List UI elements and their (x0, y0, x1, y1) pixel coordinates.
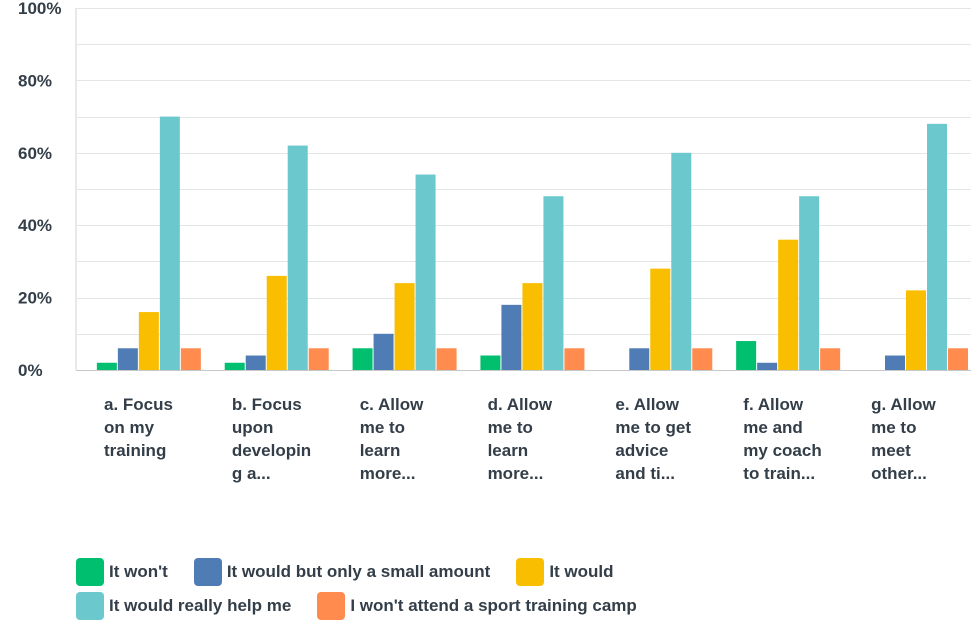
bar (564, 348, 585, 370)
x-tick-label: d. Allow me to learn more... (487, 395, 553, 483)
y-tick-label: 40% (18, 216, 52, 235)
bar (629, 348, 650, 370)
bar (948, 348, 968, 370)
bar (180, 348, 201, 370)
bar (799, 196, 820, 370)
bar (96, 362, 117, 370)
x-tick-label: a. Focus on my training (104, 395, 173, 460)
legend-row-2: It would really help me I won't attend a… (76, 589, 956, 623)
legend-item-small-amount: It would but only a small amount (193, 558, 491, 586)
bar (757, 362, 778, 370)
legend-swatch-wont (76, 558, 104, 586)
legend-label-wont-attend: I won't attend a sport training camp (350, 596, 637, 615)
x-tick-label: f. Allow me and my coach to train... (743, 395, 822, 483)
bar (906, 290, 926, 370)
x-tick-label: e. Allow me to get advice and ti... (615, 395, 691, 483)
bar (501, 304, 522, 370)
y-tick-label: 100% (18, 0, 61, 18)
bar (543, 196, 564, 370)
legend-item-really-help: It would really help me (76, 592, 291, 620)
legend-item-wont: It won't (76, 558, 168, 586)
bar (671, 152, 692, 370)
legend-label-small-amount: It would but only a small amount (226, 562, 491, 581)
bar (352, 348, 373, 370)
bar (245, 355, 266, 370)
gridlines (75, 8, 971, 371)
legend-label-would: It would (549, 562, 614, 581)
y-tick-label: 60% (18, 144, 52, 163)
y-tick-label: 0% (18, 361, 43, 380)
bar (692, 348, 713, 370)
legend-swatch-small-amount (193, 558, 222, 586)
x-tick-label: c. Allow me to learn more... (359, 395, 424, 483)
y-tick-label: 20% (18, 289, 52, 308)
legend-label-really-help: It would really help me (109, 596, 292, 615)
bar (885, 355, 905, 370)
legend: It won't It would but only a small amoun… (76, 555, 956, 623)
bar (138, 312, 159, 370)
bar-chart: 0% 20% 40% 60% 80% 100% (18, 0, 971, 380)
bar (373, 333, 394, 370)
bar (927, 123, 947, 370)
legend-item-would: It would (516, 558, 614, 586)
bar (650, 268, 671, 370)
bar (778, 239, 799, 370)
bar (159, 116, 180, 370)
legend-swatch-really-help (76, 592, 104, 620)
bar (287, 145, 308, 370)
bar (224, 362, 245, 370)
legend-row-1: It won't It would but only a small amoun… (76, 555, 956, 589)
bar (522, 283, 543, 370)
x-tick-label: b. Focus upon developin g a... (231, 395, 312, 483)
bars (96, 116, 968, 370)
legend-swatch-would (516, 558, 545, 586)
bar (436, 348, 457, 370)
bar (480, 355, 501, 370)
bar (117, 348, 138, 370)
bar (820, 348, 841, 370)
legend-swatch-wont-attend (317, 592, 346, 620)
legend-item-wont-attend: I won't attend a sport training camp (317, 592, 637, 620)
bar (394, 283, 415, 370)
x-tick-label: g. Allow me to meet other... (871, 395, 936, 483)
bar (736, 341, 757, 370)
y-tick-label: 80% (18, 71, 52, 90)
bar (266, 275, 287, 370)
bar (415, 174, 436, 370)
bar (308, 348, 329, 370)
y-axis: 0% 20% 40% 60% 80% 100% (18, 0, 61, 380)
legend-label-wont: It won't (109, 562, 168, 581)
